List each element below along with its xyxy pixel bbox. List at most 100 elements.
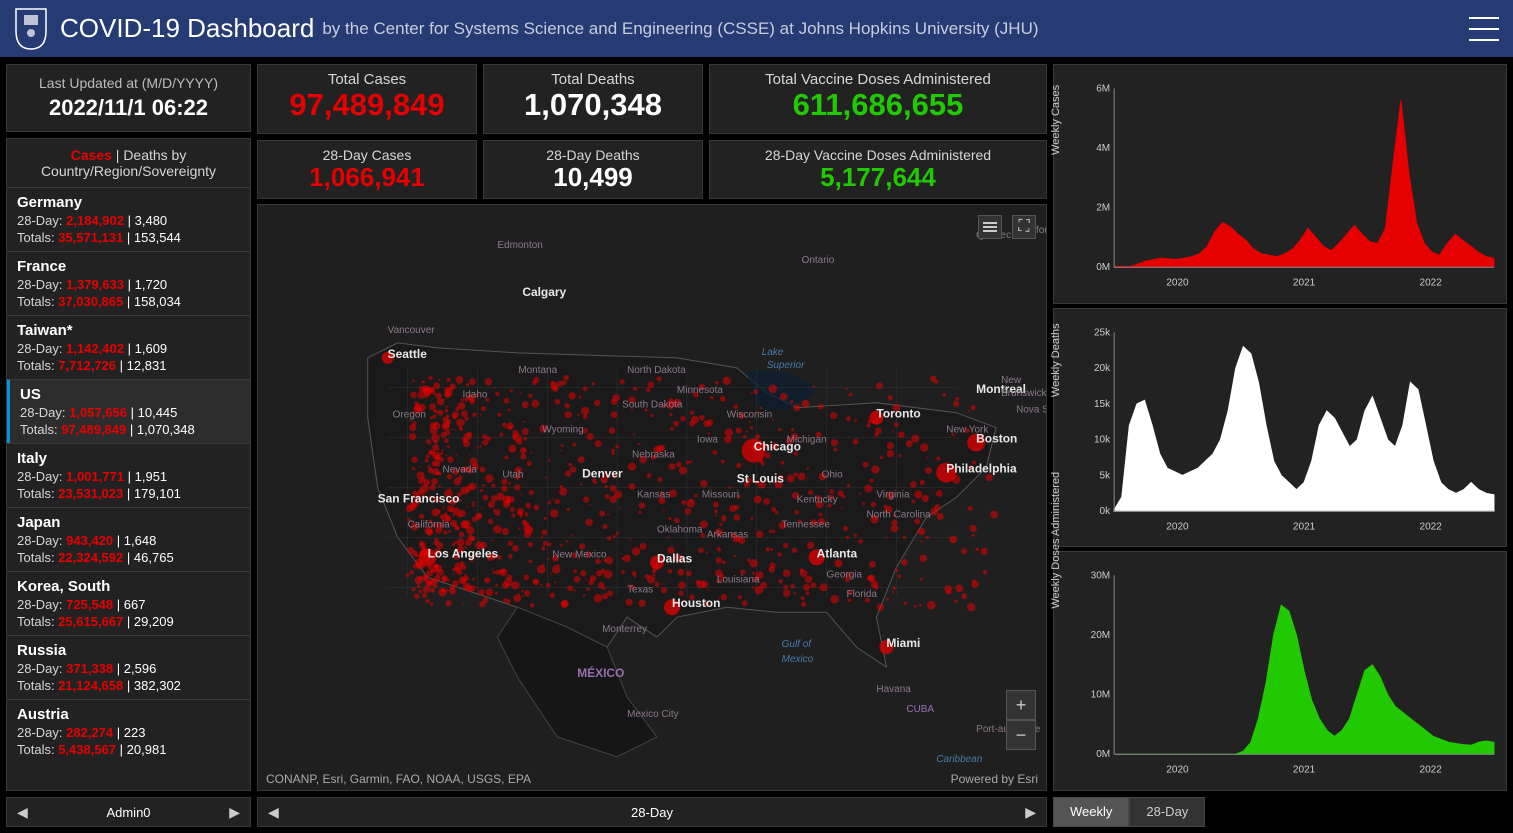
- country-row[interactable]: US 28-Day: 1,057,656 | 10,445 Totals: 97…: [7, 379, 250, 443]
- last-updated-panel: Last Updated at (M/D/YYYY) 2022/11/1 06:…: [6, 64, 251, 132]
- svg-text:Missouri: Missouri: [702, 490, 739, 501]
- svg-text:Dallas: Dallas: [657, 551, 693, 565]
- svg-text:Calgary: Calgary: [522, 285, 566, 299]
- tab-28day[interactable]: 28-Day: [1129, 797, 1205, 827]
- svg-text:Superior: Superior: [767, 360, 805, 371]
- country-row[interactable]: Russia 28-Day: 371,338 | 2,596 Totals: 2…: [7, 635, 250, 699]
- svg-text:Monterrey: Monterrey: [602, 624, 647, 635]
- charts-column: Weekly Cases0M2M4M6M202020212022Weekly D…: [1053, 64, 1507, 791]
- country-row[interactable]: Korea, South 28-Day: 725,548 | 667 Total…: [7, 571, 250, 635]
- map-zoom: + −: [1006, 690, 1036, 750]
- svg-text:20M: 20M: [1091, 630, 1111, 641]
- svg-text:Wisconsin: Wisconsin: [727, 410, 772, 421]
- svg-text:Wyoming: Wyoming: [542, 425, 583, 436]
- svg-text:Los Angeles: Los Angeles: [428, 546, 499, 560]
- map-panel[interactable]: EdmontonCalgaryVancouverSeattleMontanaNo…: [257, 204, 1047, 791]
- country-name: Japan: [17, 514, 240, 531]
- nav-admin-label: Admin0: [106, 805, 150, 820]
- svg-text:Houston: Houston: [672, 596, 720, 610]
- stats-total-row: Total Cases 97,489,849Total Deaths 1,070…: [257, 64, 1047, 134]
- stat-card: Total Cases 97,489,849: [257, 64, 477, 134]
- stat-label: 28-Day Cases: [264, 147, 470, 163]
- chart-panel: Weekly Deaths0k5k10k15k20k25k20202021202…: [1053, 308, 1507, 548]
- svg-text:15k: 15k: [1094, 399, 1111, 410]
- tab-weekly[interactable]: Weekly: [1053, 797, 1129, 827]
- svg-text:Philadelphia: Philadelphia: [946, 462, 1017, 476]
- map-canvas[interactable]: EdmontonCalgaryVancouverSeattleMontanaNo…: [258, 205, 1046, 790]
- country-name: Korea, South: [17, 578, 240, 595]
- chart-y-axis-label: Weekly Cases: [1050, 85, 1062, 155]
- svg-text:North Carolina: North Carolina: [866, 509, 931, 520]
- svg-text:Nova Scotia: Nova Scotia: [1016, 405, 1046, 416]
- svg-text:2022: 2022: [1420, 765, 1443, 776]
- svg-text:10k: 10k: [1094, 434, 1111, 445]
- country-row[interactable]: Japan 28-Day: 943,420 | 1,648 Totals: 22…: [7, 507, 250, 571]
- menu-icon[interactable]: [1469, 17, 1499, 41]
- stat-value: 1,070,348: [490, 88, 696, 122]
- svg-text:Florida: Florida: [847, 589, 878, 600]
- chart-tabs: Weekly28-Day: [1053, 797, 1507, 827]
- svg-text:California: California: [408, 519, 451, 530]
- svg-text:Lake: Lake: [762, 347, 784, 358]
- nav-admin: ◀ Admin0 ▶: [6, 797, 251, 827]
- svg-text:Edmonton: Edmonton: [497, 240, 542, 251]
- country-row[interactable]: Germany 28-Day: 2,184,902 | 3,480 Totals…: [7, 187, 250, 251]
- chevron-right-icon[interactable]: ▶: [229, 804, 240, 821]
- svg-text:2020: 2020: [1166, 765, 1189, 776]
- svg-text:2022: 2022: [1420, 277, 1443, 288]
- svg-text:Gulf of: Gulf of: [782, 639, 813, 650]
- svg-text:Tennessee: Tennessee: [782, 519, 831, 530]
- country-list[interactable]: Germany 28-Day: 2,184,902 | 3,480 Totals…: [7, 187, 250, 790]
- country-name: Italy: [17, 450, 240, 467]
- svg-text:0M: 0M: [1096, 262, 1110, 273]
- svg-text:Iowa: Iowa: [697, 435, 719, 446]
- map-powered-by: Powered by Esri: [951, 772, 1038, 786]
- svg-text:2021: 2021: [1293, 277, 1316, 288]
- country-name: France: [17, 258, 240, 275]
- stat-card: 28-Day Deaths 10,499: [483, 140, 703, 199]
- svg-text:Toronto: Toronto: [876, 407, 920, 421]
- svg-text:25k: 25k: [1094, 327, 1111, 338]
- svg-text:CUBA: CUBA: [906, 704, 934, 715]
- zoom-in-button[interactable]: +: [1006, 690, 1036, 720]
- svg-text:Louisiana: Louisiana: [717, 574, 760, 585]
- nav-timerange: ◀ 28-Day ▶: [257, 797, 1047, 827]
- stat-card: 28-Day Cases 1,066,941: [257, 140, 477, 199]
- country-list-header: Cases | Deaths by Country/Region/Soverei…: [7, 139, 250, 187]
- svg-text:Oregon: Oregon: [393, 410, 426, 421]
- country-row[interactable]: Taiwan* 28-Day: 1,142,402 | 1,609 Totals…: [7, 315, 250, 379]
- svg-text:Minnesota: Minnesota: [677, 385, 723, 396]
- legend-icon[interactable]: [978, 215, 1002, 239]
- stat-label: Total Cases: [264, 71, 470, 88]
- stats-28day-row: 28-Day Cases 1,066,94128-Day Deaths 10,4…: [257, 140, 1047, 198]
- jhu-logo: [14, 7, 48, 51]
- svg-text:New York: New York: [946, 425, 988, 436]
- expand-icon[interactable]: ⛶: [1012, 215, 1036, 239]
- page-title: COVID-19 Dashboard: [60, 13, 314, 44]
- chevron-right-icon[interactable]: ▶: [1025, 804, 1036, 821]
- country-name: US: [20, 386, 240, 403]
- svg-text:Mexico: Mexico: [782, 654, 814, 665]
- svg-text:Kansas: Kansas: [637, 490, 670, 501]
- country-row[interactable]: France 28-Day: 1,379,633 | 1,720 Totals:…: [7, 251, 250, 315]
- chevron-left-icon[interactable]: ◀: [17, 804, 28, 821]
- svg-text:Virginia: Virginia: [876, 490, 910, 501]
- chart-panel: Weekly Doses Administered0M10M20M30M2020…: [1053, 551, 1507, 791]
- country-name: Austria: [17, 706, 240, 723]
- svg-text:Denver: Denver: [582, 467, 623, 481]
- svg-text:2021: 2021: [1293, 765, 1316, 776]
- svg-text:2022: 2022: [1420, 521, 1443, 532]
- svg-text:2020: 2020: [1166, 521, 1189, 532]
- svg-text:Utah: Utah: [502, 470, 523, 481]
- zoom-out-button[interactable]: −: [1006, 720, 1036, 750]
- country-name: Germany: [17, 194, 240, 211]
- stat-label: 28-Day Deaths: [490, 147, 696, 163]
- country-row[interactable]: Austria 28-Day: 282,274 | 223 Totals: 5,…: [7, 699, 250, 763]
- svg-text:New Mexico: New Mexico: [552, 549, 607, 560]
- stat-value: 1,066,941: [264, 163, 470, 192]
- last-updated-value: 2022/11/1 06:22: [17, 95, 240, 121]
- svg-text:St Louis: St Louis: [737, 472, 784, 486]
- chevron-left-icon[interactable]: ◀: [268, 804, 279, 821]
- svg-text:Atlanta: Atlanta: [817, 546, 858, 560]
- country-row[interactable]: Italy 28-Day: 1,001,771 | 1,951 Totals: …: [7, 443, 250, 507]
